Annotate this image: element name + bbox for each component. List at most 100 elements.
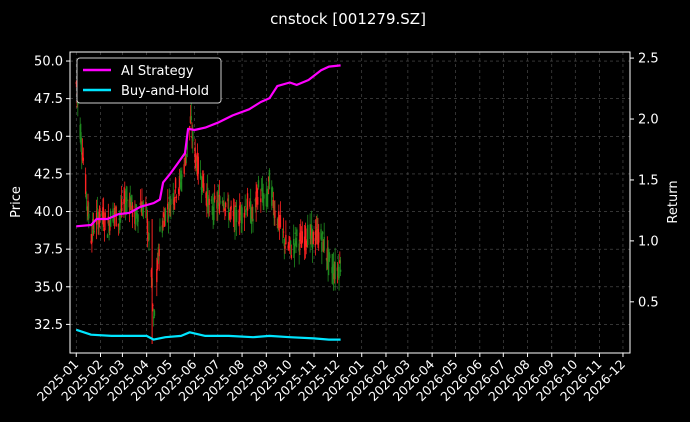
candle-body [191, 136, 193, 139]
candle-body [167, 214, 170, 219]
candle-body [113, 213, 115, 215]
legend-label-buy-and-hold: Buy-and-Hold [121, 84, 209, 99]
candle-body [79, 124, 81, 139]
candle-body [224, 208, 226, 212]
candle-body [125, 197, 128, 204]
left-axis: 32.5 35.0 37.5 40.0 42.5 45.0 47.5 50.0 [34, 55, 70, 333]
candle-body [310, 228, 312, 236]
candle-body [284, 245, 286, 249]
candle-body [140, 207, 142, 212]
candle-body [178, 175, 181, 189]
candle-body [323, 236, 325, 251]
candle-body [99, 205, 101, 223]
y-tick-label: 35.0 [34, 280, 63, 295]
candle-body [327, 247, 329, 269]
candle-body [81, 151, 83, 155]
candle-body [172, 193, 174, 204]
candle-body [312, 231, 314, 245]
candle-body [314, 230, 317, 246]
candle-body [309, 224, 311, 239]
candle-body [333, 273, 336, 280]
candle-body [271, 187, 274, 193]
candle-body [277, 217, 279, 229]
candle-body [185, 153, 188, 157]
candle-body [320, 229, 322, 240]
y2-axis-label: Return [666, 180, 681, 223]
candle-body [285, 234, 287, 245]
candle-body [120, 199, 123, 212]
candlestick-series [75, 80, 342, 344]
y2-tick-label: 1.0 [638, 234, 659, 249]
y-tick-label: 32.5 [34, 318, 63, 333]
y-tick-label: 45.0 [34, 130, 63, 145]
candle-body [328, 254, 331, 259]
candle-body [332, 265, 334, 275]
candle-body [266, 195, 268, 205]
candle-body [322, 240, 325, 252]
candle-body [246, 193, 249, 211]
candle-body [282, 231, 285, 233]
series-line-buy-and-hold [75, 328, 341, 341]
candle-body [119, 214, 121, 217]
candle-body [162, 220, 164, 228]
candle-body [148, 233, 150, 241]
candle-body [118, 218, 120, 220]
candle-body [186, 139, 189, 150]
candle-body [222, 204, 224, 206]
candle-body [85, 193, 88, 200]
candle-body [123, 199, 125, 205]
candle-body [152, 305, 154, 307]
candle-body [93, 231, 95, 232]
candle-body [263, 194, 265, 199]
candle-body [244, 205, 246, 207]
candle-body [208, 198, 210, 205]
candle-body [96, 208, 99, 210]
candle-body [114, 209, 117, 212]
candle-body [150, 269, 153, 278]
y-tick-label: 37.5 [34, 243, 63, 258]
candle-body [256, 187, 258, 194]
candle-body [84, 174, 87, 194]
candle-body [158, 248, 160, 257]
candle-body [134, 209, 136, 224]
candle-body [199, 172, 202, 179]
candle-body [305, 242, 307, 247]
candle-body [200, 187, 203, 190]
candle-body [299, 232, 301, 241]
candle-body [235, 209, 238, 223]
candle-body [91, 234, 93, 243]
candle-body [163, 214, 165, 216]
candle-body [255, 191, 257, 208]
chart-title: cnstock [001279.SZ] [270, 10, 426, 28]
candle-body [336, 267, 339, 271]
candle-body [233, 210, 235, 222]
candle-body [337, 267, 339, 277]
candle-body [293, 244, 296, 254]
y2-tick-label: 2.5 [638, 52, 659, 67]
candle-body [175, 196, 178, 198]
candle-body [331, 267, 333, 274]
candle-body [174, 178, 177, 189]
candle-body [98, 219, 100, 224]
candle-body [217, 194, 220, 197]
candle-body [257, 180, 260, 188]
series-line-ai-strategy [76, 64, 341, 228]
candle-body [334, 261, 336, 280]
candle-body [164, 208, 167, 222]
candle-body [316, 228, 318, 230]
candle-body [332, 264, 335, 280]
candle-body [217, 202, 219, 209]
candle-body [294, 232, 296, 234]
candle-body [232, 211, 235, 217]
candle-body [239, 205, 241, 223]
y-tick-label: 40.0 [34, 205, 63, 220]
candle-body [303, 236, 306, 251]
candle-body [130, 202, 132, 211]
candle-body [81, 152, 84, 161]
candle-body [189, 116, 192, 123]
candle-body [163, 215, 166, 227]
candle-body [146, 218, 149, 233]
candle-body [289, 240, 292, 247]
candle-body [272, 200, 275, 208]
candle-body [228, 213, 231, 219]
